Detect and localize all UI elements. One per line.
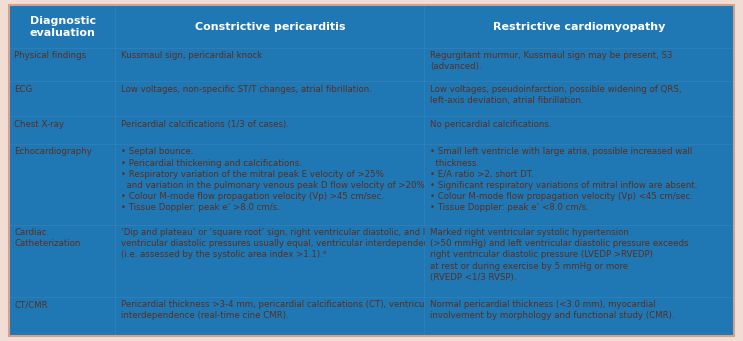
- FancyBboxPatch shape: [116, 298, 425, 336]
- Bar: [116, 298, 425, 336]
- Text: No pericardial calcifications.: No pericardial calcifications.: [430, 120, 552, 129]
- Text: Normal pericardial thickness (<3.0 mm), myocardial
involvement by morphology and: Normal pericardial thickness (<3.0 mm), …: [430, 300, 675, 321]
- Bar: [116, 117, 425, 145]
- Text: Echocardiography: Echocardiography: [14, 147, 92, 157]
- FancyBboxPatch shape: [116, 5, 425, 49]
- FancyBboxPatch shape: [425, 82, 734, 117]
- FancyBboxPatch shape: [9, 298, 116, 336]
- FancyBboxPatch shape: [9, 49, 116, 82]
- Bar: [116, 145, 425, 226]
- Bar: [9, 226, 116, 298]
- Bar: [425, 226, 734, 298]
- Bar: [425, 82, 734, 117]
- Text: • Septal bounce.
• Pericardial thickening and calcifications.
• Respiratory vari: • Septal bounce. • Pericardial thickenin…: [121, 147, 425, 212]
- FancyBboxPatch shape: [116, 226, 425, 298]
- FancyBboxPatch shape: [425, 117, 734, 145]
- Text: • Small left ventricle with large atria, possible increased wall
  thickness.
• : • Small left ventricle with large atria,…: [430, 147, 698, 212]
- FancyBboxPatch shape: [9, 226, 116, 298]
- Text: Kussmaul sign, pericardial knock: Kussmaul sign, pericardial knock: [121, 51, 262, 60]
- Text: Diagnostic
evaluation: Diagnostic evaluation: [30, 16, 96, 38]
- Text: ECG: ECG: [14, 85, 33, 93]
- Bar: [425, 5, 734, 49]
- Text: ‘Dip and plateau’ or ‘square root’ sign, right ventricular diastolic, and left
v: ‘Dip and plateau’ or ‘square root’ sign,…: [121, 228, 440, 260]
- Bar: [425, 117, 734, 145]
- Bar: [425, 49, 734, 82]
- Bar: [425, 298, 734, 336]
- FancyBboxPatch shape: [425, 5, 734, 49]
- FancyBboxPatch shape: [425, 298, 734, 336]
- Text: Marked right ventricular systolic hypertension
(>50 mmHg) and left ventricular d: Marked right ventricular systolic hypert…: [430, 228, 689, 282]
- Bar: [425, 145, 734, 226]
- Bar: [9, 82, 116, 117]
- Text: Regurgitant murmur, Kussmaul sign may be present, S3
(advanced).: Regurgitant murmur, Kussmaul sign may be…: [430, 51, 673, 71]
- FancyBboxPatch shape: [116, 145, 425, 226]
- Text: Low voltages, pseudoinfarction, possible widening of QRS,
left-axis deviation, a: Low voltages, pseudoinfarction, possible…: [430, 85, 682, 105]
- Bar: [116, 49, 425, 82]
- FancyBboxPatch shape: [9, 117, 116, 145]
- Bar: [9, 49, 116, 82]
- Text: Restrictive cardiomyopathy: Restrictive cardiomyopathy: [493, 22, 666, 32]
- Text: Physical findings: Physical findings: [14, 51, 86, 60]
- Text: Chest X-ray: Chest X-ray: [14, 120, 64, 129]
- Bar: [116, 5, 425, 49]
- Text: Low voltages, non-specific ST/T changes, atrial fibrillation.: Low voltages, non-specific ST/T changes,…: [121, 85, 372, 93]
- Bar: [9, 5, 116, 49]
- FancyBboxPatch shape: [425, 226, 734, 298]
- FancyBboxPatch shape: [9, 82, 116, 117]
- FancyBboxPatch shape: [9, 145, 116, 226]
- FancyBboxPatch shape: [116, 117, 425, 145]
- Text: Constrictive pericarditis: Constrictive pericarditis: [195, 22, 346, 32]
- FancyBboxPatch shape: [9, 5, 116, 49]
- Bar: [116, 82, 425, 117]
- Bar: [9, 117, 116, 145]
- Bar: [116, 226, 425, 298]
- Text: Cardiac
Catheterization: Cardiac Catheterization: [14, 228, 80, 248]
- FancyBboxPatch shape: [425, 145, 734, 226]
- FancyBboxPatch shape: [116, 82, 425, 117]
- Bar: [9, 145, 116, 226]
- Text: Pericardial thickness >3-4 mm, pericardial calcifications (CT), ventricular
inte: Pericardial thickness >3-4 mm, pericardi…: [121, 300, 436, 321]
- FancyBboxPatch shape: [116, 49, 425, 82]
- Text: CT/CMR: CT/CMR: [14, 300, 48, 309]
- Bar: [9, 298, 116, 336]
- Text: Pericardial calcifications (1/3 of cases).: Pericardial calcifications (1/3 of cases…: [121, 120, 289, 129]
- FancyBboxPatch shape: [425, 49, 734, 82]
